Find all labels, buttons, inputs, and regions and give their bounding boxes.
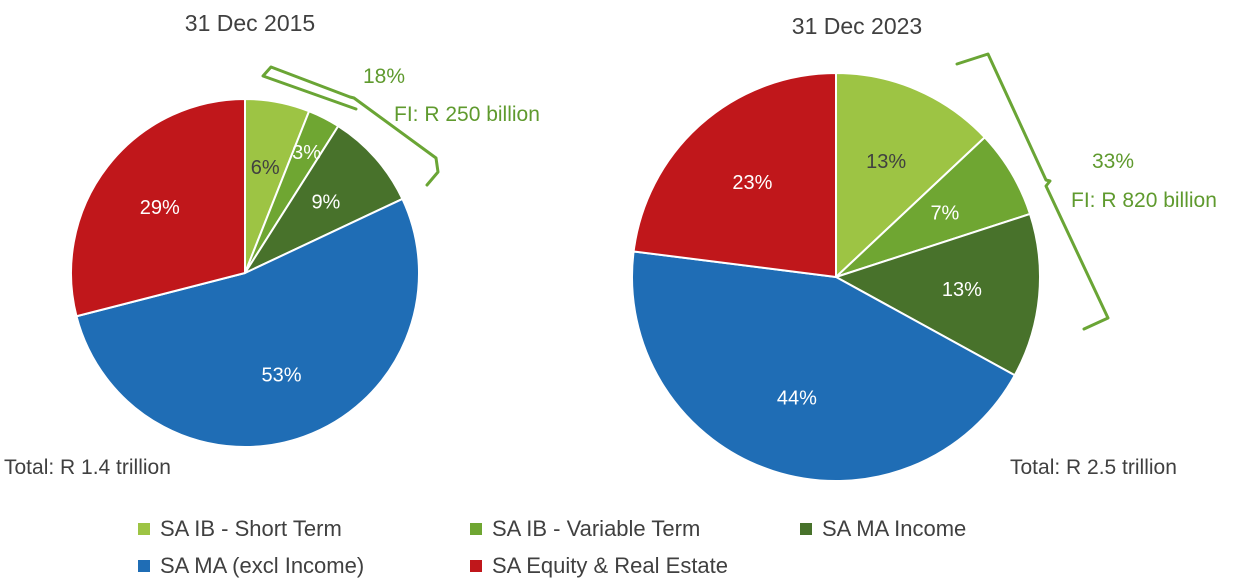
pie-chart-2015: 31 Dec 2015 6% 3% 9% 53% 29% 18% FI: R 250 b…: [4, 10, 540, 479]
bracket-label-2023: FI: R 820 billion: [1071, 189, 1217, 212]
data-label-variable-term: 7%: [930, 203, 959, 225]
legend-swatch: [470, 560, 482, 572]
total-label-2023: Total: R 2.5 trillion: [1010, 456, 1177, 479]
bracket-2015: [261, 65, 440, 187]
pie-slice-short-term: [835, 72, 986, 278]
data-label-variable-term: 3%: [292, 142, 321, 164]
bracket-percent-2023: 33%: [1092, 150, 1134, 173]
data-label-ma-excl-income: 44%: [777, 387, 817, 409]
pie-slice-ma-income: [835, 212, 1041, 377]
legend-label: SA Equity & Real Estate: [492, 553, 729, 578]
slice-labels-2023: 13% 7% 13% 44% 23%: [732, 151, 982, 409]
legend-label: SA MA (excl Income): [160, 553, 365, 578]
slices-2015: [70, 98, 421, 449]
slice-labels-2015: 6% 3% 9% 53% 29%: [140, 142, 341, 386]
legend-swatch: [800, 523, 812, 535]
legend-item: SA Equity & Real Estate: [470, 553, 728, 579]
legend-swatch: [470, 523, 482, 535]
legend-item: SA MA (excl Income): [138, 553, 364, 579]
chart-title-2023: 31 Dec 2023: [792, 13, 922, 39]
data-label-equity-real-estate: 23%: [732, 172, 772, 194]
legend-label: SA MA Income: [822, 516, 967, 541]
data-label-short-term: 13%: [866, 151, 906, 173]
data-label-ma-income: 9%: [311, 192, 340, 214]
bracket-percent-2015: 18%: [363, 65, 405, 88]
pie-slice-ma-excl-income: [631, 250, 1016, 482]
legend-label: SA IB - Short Term: [160, 516, 342, 541]
legend-swatch: [138, 560, 150, 572]
data-label-equity-real-estate: 29%: [140, 197, 180, 219]
pie-slice-equity-real-estate: [632, 72, 837, 278]
legend-item: SA MA Income: [800, 516, 966, 542]
pie-chart-2023: 31 Dec 2023 13% 7% 13% 44% 23% 33% FI: R 820…: [631, 13, 1217, 482]
slices-2023: [631, 72, 1041, 482]
pie-slice-equity-real-estate: [70, 98, 246, 318]
legend-item: SA IB - Variable Term: [470, 516, 700, 542]
legend: SA IB - Short Term SA IB - Variable Term…: [138, 512, 1118, 584]
data-label-ma-income: 13%: [942, 279, 982, 301]
total-label-2015: Total: R 1.4 trillion: [4, 456, 171, 479]
bracket-2023: [955, 52, 1110, 331]
legend-swatch: [138, 523, 150, 535]
data-label-short-term: 6%: [251, 157, 280, 179]
pie-slice-ma-excl-income: [75, 197, 421, 449]
legend-label: SA IB - Variable Term: [492, 516, 701, 541]
pie-slice-ma-income: [244, 125, 404, 274]
legend-item: SA IB - Short Term: [138, 516, 342, 542]
chart-title-2015: 31 Dec 2015: [185, 10, 315, 36]
bracket-label-2015: FI: R 250 billion: [394, 103, 540, 126]
data-label-ma-excl-income: 53%: [261, 365, 301, 387]
